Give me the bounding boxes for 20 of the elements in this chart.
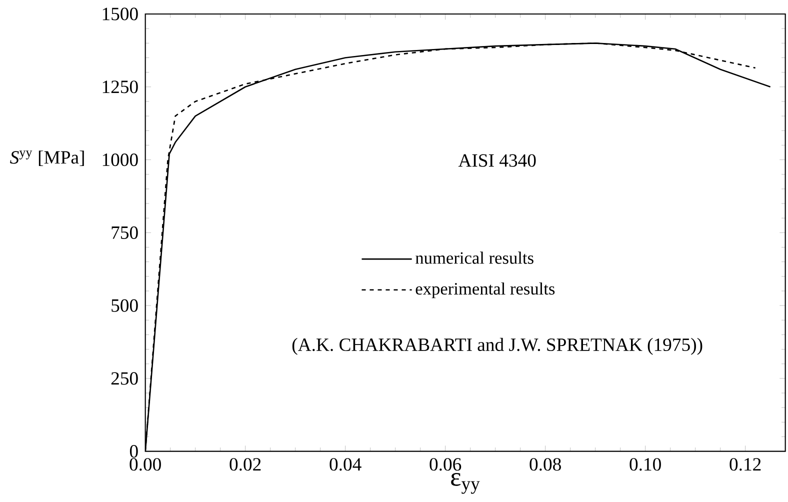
- x-axis-title: ε$_{yy}$: [451, 473, 480, 494]
- y-tick-label: 1000: [102, 153, 138, 166]
- x-tick-label: 0.08: [530, 458, 561, 471]
- y-tick-label: 1500: [102, 8, 138, 20]
- y-tick-label: 1250: [102, 80, 138, 94]
- y-tick-label: 750: [112, 226, 138, 239]
- y-tick-label: 0: [130, 445, 138, 458]
- x-tick-label: 0.06: [430, 458, 462, 471]
- annotation: AISI 4340: [458, 154, 536, 167]
- x-tick-label: 0.00: [130, 458, 161, 471]
- legend-label: experimental results: [416, 282, 555, 298]
- x-tick-label: 0.04: [330, 458, 362, 471]
- annotation: (A.K. CHAKRABARTI and J.W. SPRETNAK (1975)): [292, 338, 702, 355]
- x-tick-label: 0.10: [630, 458, 661, 471]
- y-tick-label: 250: [111, 372, 138, 385]
- legend-label: numerical results: [416, 252, 534, 264]
- y-tick-label: 500: [112, 299, 138, 312]
- y-axis-title: S$^{yy}$ [MPa]: [10, 150, 84, 166]
- x-tick-label: 0.12: [730, 458, 761, 471]
- x-tick-label: 0.02: [230, 458, 261, 471]
